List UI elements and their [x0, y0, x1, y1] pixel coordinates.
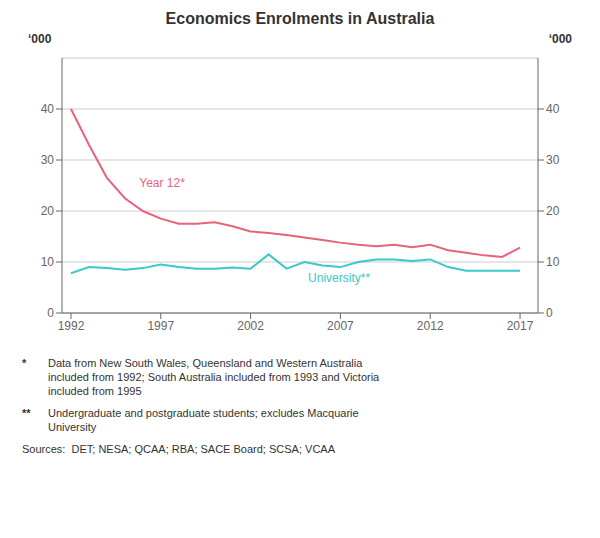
svg-text:20: 20 [546, 204, 560, 218]
html-text:Undergraduate and postgraduate: Undergraduate and postgraduate students;… [48, 407, 359, 433]
html-text:Data from New South Wales, Que: Data from New South Wales, Queensland an… [48, 357, 380, 397]
svg-text:2012: 2012 [417, 319, 444, 333]
svg-text:30: 30 [41, 153, 55, 167]
html-text:Economics Enrolments in Austra: Economics Enrolments in Australia [165, 10, 435, 27]
html-text:‘000: ‘000 [28, 32, 52, 46]
svg-text:2002: 2002 [237, 319, 264, 333]
html-text:‘000: ‘000 [548, 32, 572, 46]
svg-text:0: 0 [47, 306, 54, 320]
svg-text:40: 40 [546, 102, 560, 116]
svg-text:2007: 2007 [327, 319, 354, 333]
svg-text:0: 0 [546, 306, 553, 320]
svg-text:University**: University** [308, 271, 370, 285]
svg-text:40: 40 [41, 102, 55, 116]
svg-text:1992: 1992 [58, 319, 85, 333]
svg-text:10: 10 [546, 255, 560, 269]
svg-text:30: 30 [546, 153, 560, 167]
svg-text:1997: 1997 [147, 319, 174, 333]
svg-text:10: 10 [41, 255, 55, 269]
html-text:Sources: DET; NESA; QCAA; RBA;: Sources: DET; NESA; QCAA; RBA; SACE Boar… [22, 443, 335, 455]
svg-text:2017: 2017 [507, 319, 534, 333]
svg-text:Year 12*: Year 12* [139, 176, 185, 190]
svg-text:20: 20 [41, 204, 55, 218]
